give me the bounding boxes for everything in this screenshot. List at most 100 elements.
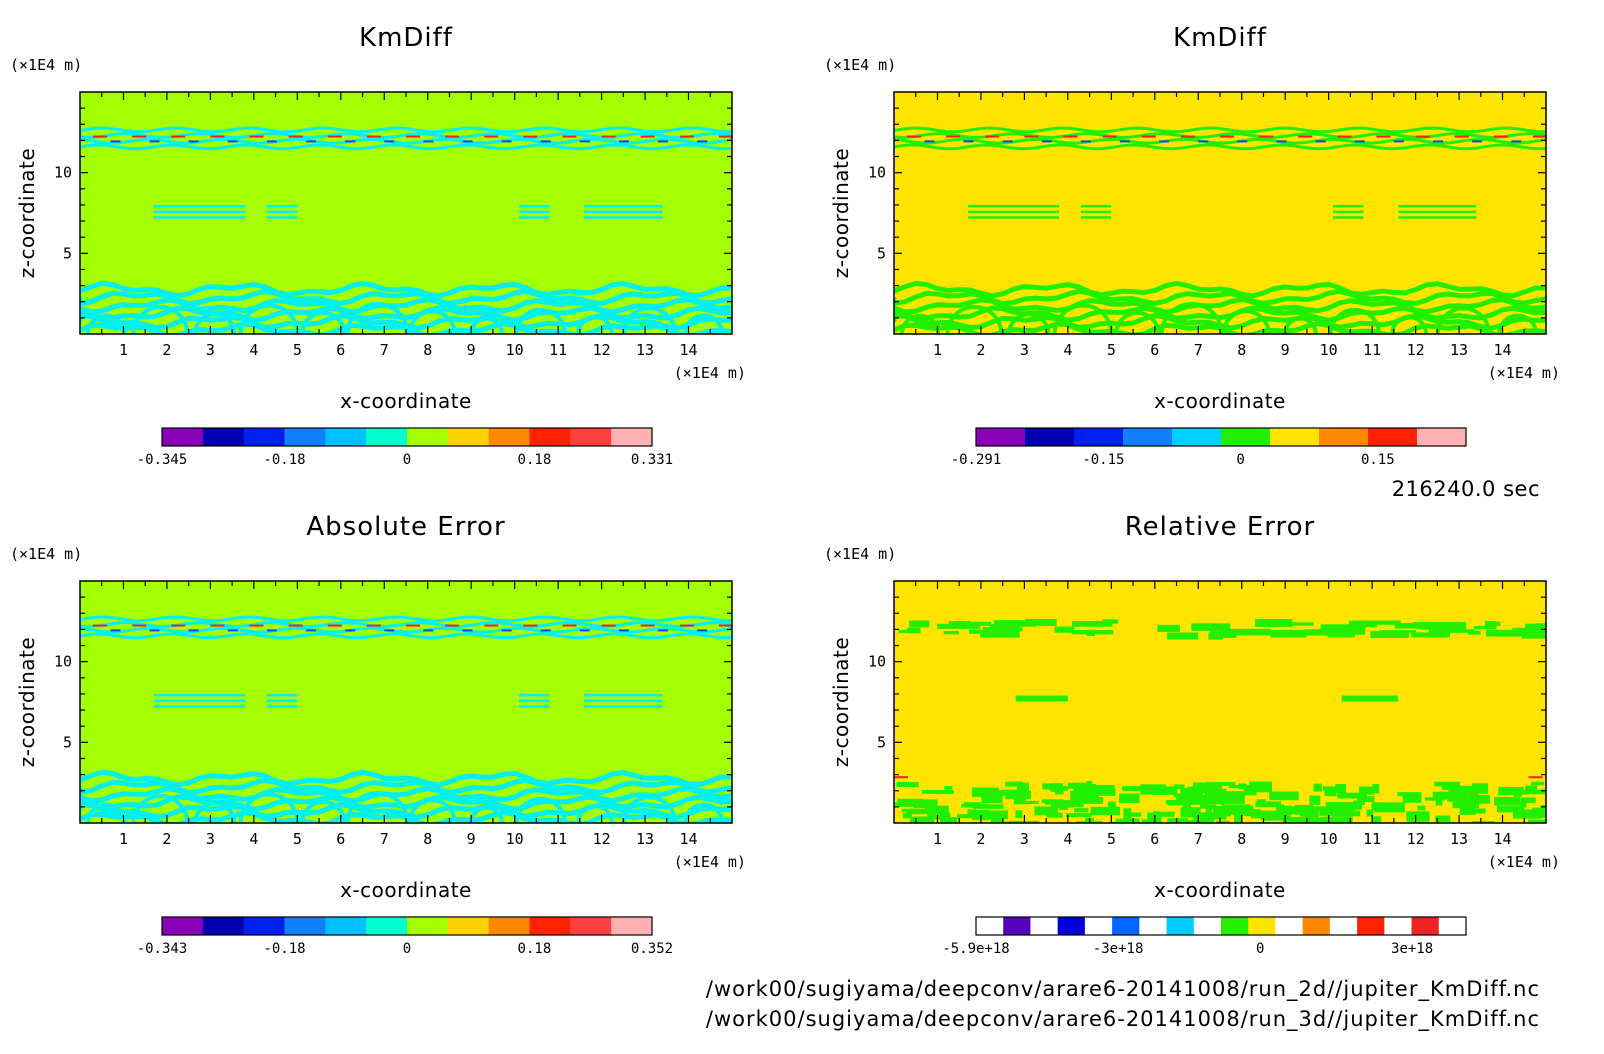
colorbar-segment	[447, 428, 490, 446]
colorbar: -0.343 -0.18 0 0.18 0.352	[137, 916, 673, 957]
y-unit-label: (×1E4 m)	[10, 56, 82, 74]
x-tick-label: 12	[1407, 341, 1425, 359]
colorbar-label: -0.343	[137, 941, 188, 957]
colorbar-segment	[1221, 917, 1249, 935]
heatmap-mid-features	[153, 693, 663, 708]
x-unit-label: (×1E4 m)	[1488, 853, 1560, 871]
x-tick-label: 6	[336, 341, 345, 359]
colorbar-segment	[243, 917, 285, 935]
colorbar-segment	[1368, 428, 1418, 446]
y-axis: 5 10	[868, 107, 1546, 319]
colorbar-frame	[161, 427, 653, 447]
colorbar-label: -0.18	[263, 941, 305, 957]
y-axis-label: z-coordinate	[829, 148, 853, 278]
chart-panel-3: Absolute Error(×1E4 m)1 2 3 4 5 6 7 8 9 10 11 12 13 1…	[10, 512, 746, 957]
colorbar-segment	[447, 917, 490, 935]
x-tick-label: 14	[680, 830, 698, 848]
colorbar-segment	[1084, 917, 1113, 935]
heatmap-field	[80, 581, 732, 823]
x-tick-label: 10	[506, 341, 524, 359]
y-unit-label: (×1E4 m)	[10, 545, 82, 563]
colorbar-segment	[1248, 917, 1276, 935]
colorbar-label: 0	[403, 941, 411, 957]
x-tick-label: 7	[1194, 341, 1203, 359]
colorbar-segment	[1275, 917, 1304, 935]
x-tick-label: 4	[249, 341, 258, 359]
colorbar-segment	[202, 917, 245, 935]
colorbar-segment	[407, 428, 449, 446]
colorbar-segment	[162, 917, 204, 935]
x-tick-label: 1	[933, 830, 942, 848]
file-path-3d: /work00/sugiyama/deepconv/arare6-2014100…	[706, 1007, 1540, 1032]
chart-title: Absolute Error	[306, 512, 505, 542]
colorbar-segment	[1357, 917, 1385, 935]
chart-panel-4: Relative Error(×1E4 m)1 2 3 4 5 6 7 8 9 10 11 12 13 1…	[824, 512, 1560, 957]
x-axis-label: x-coordinate	[1154, 389, 1286, 413]
y-tick-label: 10	[868, 164, 886, 182]
colorbar-segment	[1003, 917, 1031, 935]
x-tick-label: 4	[249, 830, 258, 848]
colorbar-segment	[407, 917, 449, 935]
colorbar-frame	[161, 916, 653, 936]
y-axis-label: z-coordinate	[829, 637, 853, 767]
colorbar-segment	[1074, 428, 1124, 446]
y-tick-label: 5	[63, 733, 72, 751]
colorbar-label: -0.18	[263, 452, 305, 468]
y-unit-label: (×1E4 m)	[824, 56, 896, 74]
colorbar: -5.9e+18 -3e+18 0 3e+18	[942, 916, 1467, 957]
x-tick-label: 8	[423, 341, 432, 359]
colorbar-segment	[162, 428, 204, 446]
x-tick-label: 9	[1281, 830, 1290, 848]
colorbar-label: 0	[403, 452, 411, 468]
colorbar-segment	[1329, 917, 1358, 935]
x-tick-label: 4	[1063, 830, 1072, 848]
x-tick-label: 2	[976, 830, 985, 848]
colorbar-label: -0.15	[1082, 452, 1124, 468]
y-axis: 5 10	[54, 596, 732, 808]
x-axis: 1 2 3 4 5 6 7 8 9 10 11 12 13 14	[915, 581, 1525, 848]
x-tick-label: 10	[1320, 830, 1338, 848]
colorbar-frame	[975, 427, 1467, 447]
colorbar-label: 3e+18	[1391, 941, 1433, 957]
colorbar-segment	[488, 428, 530, 446]
colorbar-segment	[488, 917, 530, 935]
x-tick-label: 11	[1363, 830, 1381, 848]
colorbar-segment	[1384, 917, 1413, 935]
x-tick-label: 13	[1450, 830, 1468, 848]
x-axis-label: x-coordinate	[340, 389, 472, 413]
chart-title: KmDiff	[1173, 23, 1267, 53]
x-tick-label: 12	[1407, 830, 1425, 848]
x-tick-label: 5	[293, 341, 302, 359]
y-tick-label: 10	[54, 164, 72, 182]
heatmap-bottom-layer	[80, 769, 732, 823]
x-tick-label: 1	[933, 341, 942, 359]
heatmap-bottom-layer	[894, 280, 1546, 334]
colorbar-segment	[1030, 917, 1059, 935]
heatmap-bottom-layer	[80, 280, 732, 334]
colorbar-label: -0.345	[137, 452, 188, 468]
colorbar-label: 0.18	[518, 452, 552, 468]
x-tick-label: 3	[1020, 341, 1029, 359]
colorbar: -0.291 -0.15 0 0.15	[951, 427, 1467, 468]
colorbar-segment	[1172, 428, 1222, 446]
colorbar-segment	[1270, 428, 1320, 446]
colorbar-segment	[284, 917, 326, 935]
x-tick-label: 11	[1363, 341, 1381, 359]
colorbar-segment	[325, 917, 367, 935]
heatmap-field	[894, 581, 1546, 823]
y-tick-label: 10	[868, 653, 886, 671]
colorbar-segment	[1411, 917, 1440, 935]
x-unit-label: (×1E4 m)	[674, 853, 746, 871]
x-tick-label: 12	[593, 341, 611, 359]
colorbar-segment	[1123, 428, 1173, 446]
x-tick-label: 13	[636, 830, 654, 848]
x-tick-label: 7	[380, 830, 389, 848]
colorbar-segment	[1221, 428, 1271, 446]
x-tick-label: 14	[1494, 830, 1512, 848]
time-label: 216240.0 sec	[1392, 477, 1540, 501]
x-tick-label: 11	[549, 341, 567, 359]
heatmap-top-layer	[894, 126, 1546, 151]
colorbar-segment	[570, 917, 612, 935]
colorbar-segment	[1057, 917, 1086, 935]
